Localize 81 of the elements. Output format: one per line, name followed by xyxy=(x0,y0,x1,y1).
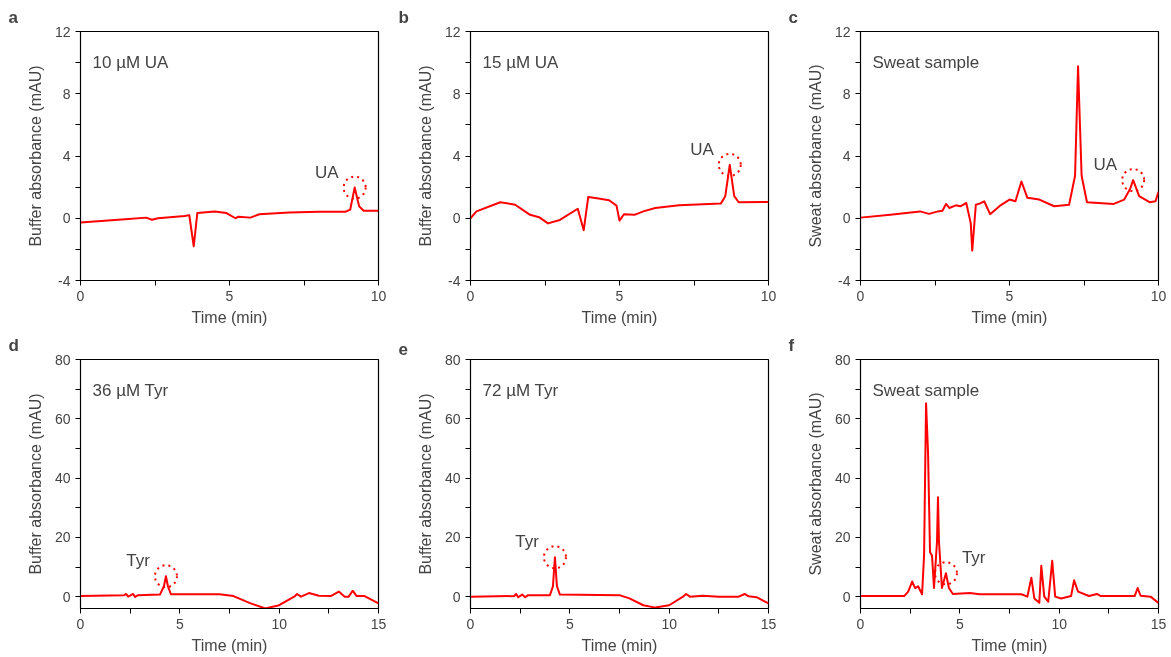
y-tick-label: 8 xyxy=(62,85,71,102)
x-tick-label: 5 xyxy=(1005,287,1014,304)
y-tick-label: 20 xyxy=(54,529,71,546)
annotation: Tyr xyxy=(126,551,151,571)
y-tick-label: 8 xyxy=(842,85,851,102)
x-tick-label: 0 xyxy=(76,287,85,304)
x-tick-label: 10 xyxy=(271,615,288,632)
x-tick-label: 10 xyxy=(1051,615,1068,632)
annotation: Sweat sample xyxy=(872,53,980,72)
y-tick-label: -4 xyxy=(838,272,851,289)
x-tick-label: 10 xyxy=(1150,287,1167,304)
y-tick-label: 80 xyxy=(444,351,461,368)
text: a xyxy=(8,7,19,27)
x-tick-label: 15 xyxy=(760,615,777,632)
annotation: UA xyxy=(1093,155,1118,175)
x-axis-title: Time (min) xyxy=(971,636,1048,654)
x-tick-label: 0 xyxy=(76,615,85,632)
y-axis-title: Buffer absorbance (mAU) xyxy=(416,65,434,247)
text: f xyxy=(788,335,795,355)
text: c xyxy=(788,7,798,27)
y-axis-title: Sweat absorbance (mAU) xyxy=(806,392,824,576)
y-axis-title: Buffer absorbance (mAU) xyxy=(26,65,44,247)
y-tick-label: 8 xyxy=(452,85,461,102)
x-axis-title: Time (min) xyxy=(191,308,268,326)
y-tick-label: 40 xyxy=(834,470,851,487)
annotation: 10 µM UA xyxy=(92,53,170,72)
x-tick-label: 5 xyxy=(615,287,624,304)
x-tick-label: 0 xyxy=(856,287,865,304)
y-tick-label: 4 xyxy=(842,148,851,164)
y-tick-label: 60 xyxy=(54,410,71,427)
text: b xyxy=(398,7,409,27)
x-tick-label: 10 xyxy=(661,615,678,632)
annotation: Sweat sample xyxy=(872,381,980,400)
x-tick-label: 0 xyxy=(856,615,865,632)
y-axis-title: Sweat absorbance (mAU) xyxy=(806,64,824,248)
x-axis-title: Time (min) xyxy=(581,308,658,326)
annotation: Tyr xyxy=(961,548,986,568)
annotation: 15 µM UA xyxy=(482,53,560,72)
y-tick-label: 0 xyxy=(62,588,71,605)
y-tick-label: -4 xyxy=(448,272,461,289)
text: d xyxy=(8,335,19,355)
x-tick-label: 0 xyxy=(466,615,475,632)
y-tick-label: 0 xyxy=(452,588,461,605)
y-tick-label: 20 xyxy=(444,529,461,546)
x-tick-label: 5 xyxy=(565,615,574,632)
annotation: 72 µM Tyr xyxy=(482,381,559,400)
y-tick-label: 0 xyxy=(842,588,851,605)
x-tick-label: 15 xyxy=(370,615,387,632)
x-axis-title: Time (min) xyxy=(191,636,268,654)
y-tick-label: 0 xyxy=(452,210,461,227)
y-tick-label: 60 xyxy=(444,410,461,427)
y-tick-label: 80 xyxy=(834,351,851,368)
x-tick-label: 0 xyxy=(466,287,475,304)
y-axis-title: Buffer absorbance (mAU) xyxy=(26,393,44,575)
y-tick-label: 4 xyxy=(452,148,461,164)
y-tick-label: 12 xyxy=(444,23,461,40)
x-tick-label: 5 xyxy=(225,287,234,304)
annotation: Tyr xyxy=(515,532,540,552)
y-axis-title: Buffer absorbance (mAU) xyxy=(416,393,434,575)
y-tick-label: 60 xyxy=(834,410,851,427)
x-tick-label: 15 xyxy=(1150,615,1167,632)
annotation: 36 µM Tyr xyxy=(92,381,169,400)
x-axis-title: Time (min) xyxy=(581,636,658,654)
y-tick-label: 12 xyxy=(834,23,851,40)
y-tick-label: 12 xyxy=(54,23,71,40)
y-tick-label: 0 xyxy=(842,210,851,227)
annotation: UA xyxy=(315,162,340,182)
x-tick-label: 5 xyxy=(175,615,184,632)
x-tick-label: 10 xyxy=(370,287,387,304)
y-tick-label: 4 xyxy=(62,148,71,164)
y-tick-label: 20 xyxy=(834,529,851,546)
text: e xyxy=(398,339,408,359)
y-tick-label: 40 xyxy=(444,470,461,487)
x-tick-label: 5 xyxy=(955,615,964,632)
x-axis-title: Time (min) xyxy=(971,308,1048,326)
annotation: UA xyxy=(690,139,715,159)
y-tick-label: 0 xyxy=(62,210,71,227)
y-tick-label: -4 xyxy=(58,272,71,289)
y-tick-label: 80 xyxy=(54,351,71,368)
y-tick-label: 40 xyxy=(54,470,71,487)
x-tick-label: 10 xyxy=(760,287,777,304)
